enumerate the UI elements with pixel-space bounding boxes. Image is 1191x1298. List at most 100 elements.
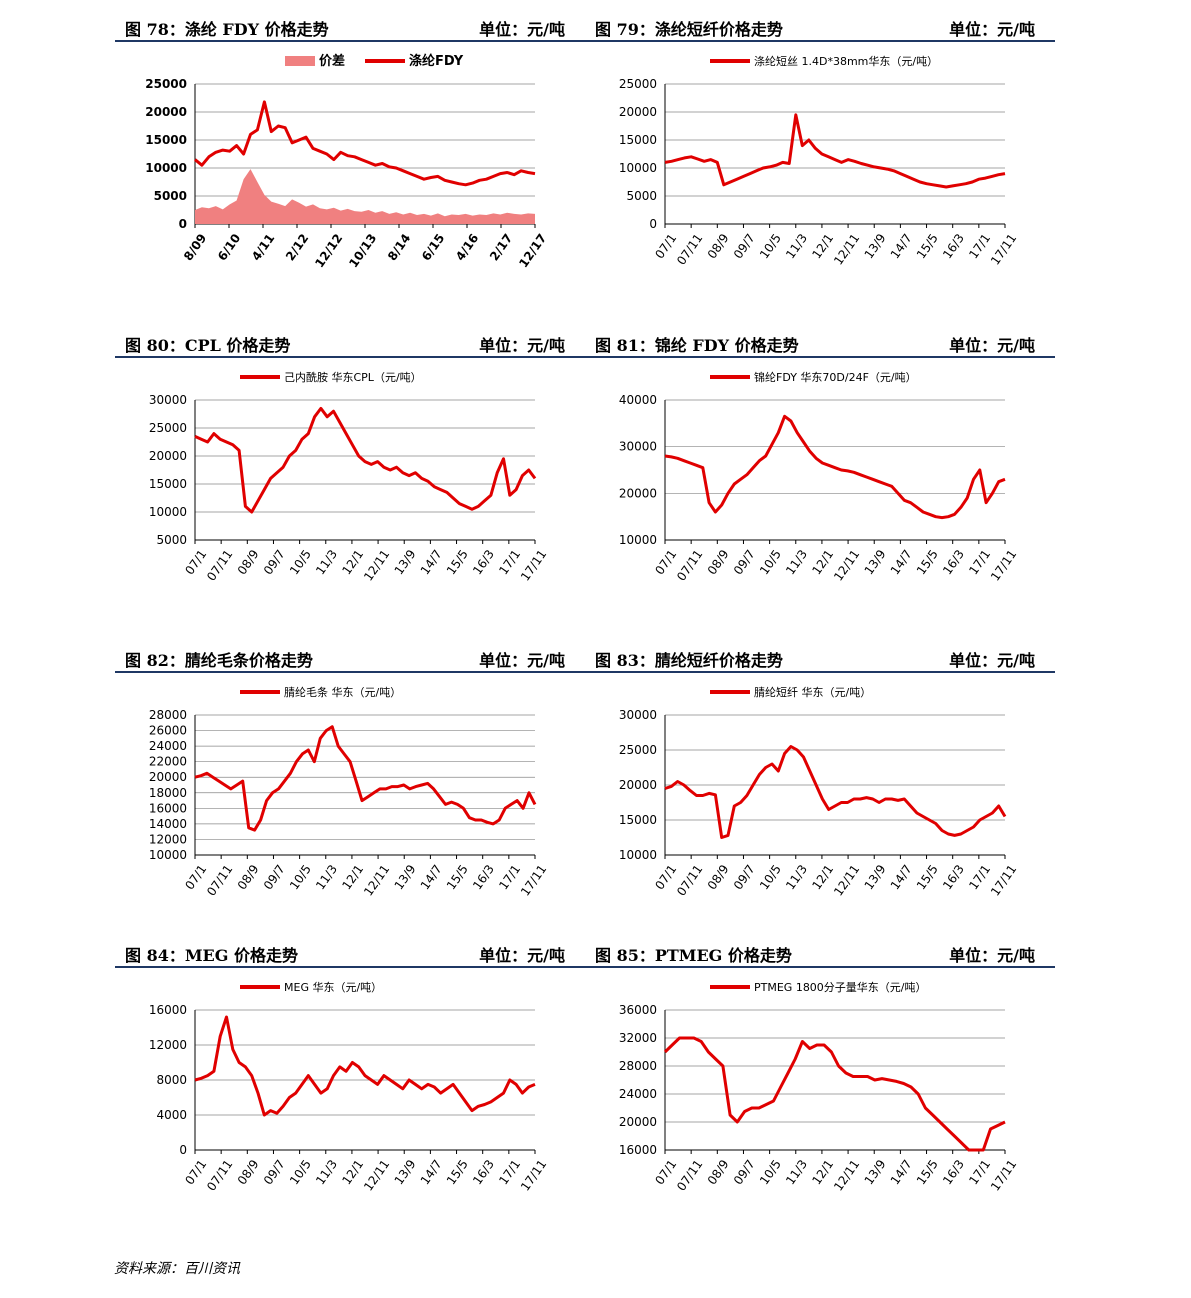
x-axis: 07/107/11 08/9 09/7 10/5 11/3 12/112/11 13/9 14…	[182, 540, 549, 584]
x-tick-label: 16/3	[470, 547, 497, 577]
series-area	[195, 169, 535, 224]
gridlines	[665, 399, 1005, 541]
chart-title: 图 78：涤纶 FDY 价格走势	[125, 20, 329, 39]
x-tick-label: 17/11	[988, 231, 1019, 267]
y-tick-label: 25000	[619, 77, 657, 91]
chart-fig85: PTMEG 1800分子量华东（元/吨） 16000 20000 24000 28000…	[619, 980, 1020, 1194]
chart-unit: 单位：元/吨	[479, 946, 565, 965]
x-tick-label: 13/9	[862, 862, 889, 892]
x-tick-label: 07/11	[674, 231, 705, 267]
series-group	[194, 406, 537, 514]
x-tick-label: 17/11	[988, 1157, 1019, 1193]
panel-header: 图 79：涤纶短纤价格走势 单位：元/吨	[585, 14, 1055, 42]
x-tick-label: 13/9	[392, 1157, 419, 1187]
x-tick-label: 11/3	[313, 547, 340, 577]
series-line	[664, 414, 1006, 520]
x-tick-label: 08/9	[235, 862, 262, 892]
legend-label: 价差	[319, 53, 345, 69]
legend-label: MEG 华东（元/吨）	[284, 980, 382, 994]
x-tick-label: 8/09	[181, 231, 209, 263]
x-tick-label: 16/3	[940, 862, 967, 892]
y-tick-label: 10000	[145, 161, 187, 175]
x-tick-label: 14/7	[888, 862, 915, 892]
x-tick-label: 12/11	[831, 231, 862, 267]
x-tick-label: 10/5	[757, 862, 784, 892]
x-tick-label: 11/3	[783, 547, 810, 577]
legend: 己内酰胺 华东CPL（元/吨）	[240, 370, 422, 384]
y-tick-label: 30000	[619, 440, 657, 454]
y-axis: 0 4000 8000 12000 16000	[149, 1003, 187, 1157]
y-tick-label: 0	[179, 217, 187, 231]
panel-header: 图 80：CPL 价格走势 单位：元/吨	[115, 330, 585, 358]
y-tick-label: 16000	[619, 1143, 657, 1157]
legend-label: 腈纶毛条 华东（元/吨）	[284, 685, 401, 699]
legend-label: 己内酰胺 华东CPL（元/吨）	[284, 370, 422, 384]
chart-fig83: 腈纶短纤 华东（元/吨） 10000 15000 20000 25000 30000 07/…	[619, 685, 1020, 899]
series-group	[194, 1015, 536, 1117]
x-tick-label: 17/11	[988, 547, 1019, 583]
x-tick-label: 12/11	[831, 547, 862, 583]
x-tick-label: 17/11	[518, 547, 549, 583]
legend: 涤纶短丝 1.4D*38mm华东（元/吨）	[710, 54, 938, 68]
y-axis: 0 5000 10000 15000 20000 25000	[619, 77, 657, 231]
chart-title: 图 83：腈纶短纤价格走势	[595, 651, 783, 670]
y-tick-label: 28000	[619, 1059, 657, 1073]
chart-fig81: 锦纶FDY 华东70D/24F（元/吨） 10000 20000 30000 40000…	[619, 370, 1020, 584]
series-line	[194, 406, 537, 514]
x-tick-label: 15/5	[914, 231, 941, 261]
y-tick-label: 20000	[619, 778, 657, 792]
legend-swatch	[285, 56, 315, 66]
chart-unit: 单位：元/吨	[949, 651, 1035, 670]
y-tick-label: 16000	[149, 1003, 187, 1017]
x-tick-label: 13/9	[392, 547, 419, 577]
x-tick-label: 09/7	[261, 1157, 288, 1187]
panel-fig82: 图 82：腈纶毛条价格走势 单位：元/吨 腈纶毛条 华东（元/吨） 10000 12…	[115, 645, 585, 945]
chart-title: 图 81：锦纶 FDY 价格走势	[595, 336, 799, 355]
series-line	[194, 725, 537, 832]
chart-unit: 单位：元/吨	[949, 336, 1035, 355]
x-tick-label: 6/15	[419, 231, 447, 263]
y-tick-label: 5000	[154, 189, 187, 203]
y-tick-label: 36000	[619, 1003, 657, 1017]
y-tick-label: 12000	[149, 1038, 187, 1052]
y-tick-label: 20000	[149, 449, 187, 463]
x-tick-label: 08/9	[705, 231, 732, 261]
panel-fig81: 图 81：锦纶 FDY 价格走势 单位：元/吨 锦纶FDY 华东70D/24F（…	[585, 330, 1055, 630]
y-tick-label: 10000	[149, 848, 187, 862]
x-tick-label: 10/5	[287, 862, 314, 892]
x-tick-label: 13/9	[862, 231, 889, 261]
x-tick-label: 13/9	[862, 1157, 889, 1187]
x-tick-label: 16/3	[940, 1157, 967, 1187]
x-tick-label: 07/11	[674, 1157, 705, 1193]
panel-fig83: 图 83：腈纶短纤价格走势 单位：元/吨 腈纶短纤 华东（元/吨） 10000 15…	[585, 645, 1055, 945]
x-tick-label: 08/9	[235, 1157, 262, 1187]
x-tick-label: 08/9	[705, 862, 732, 892]
legend-label: 涤纶短丝 1.4D*38mm华东（元/吨）	[754, 54, 938, 68]
x-tick-label: 8/14	[385, 231, 413, 263]
y-tick-label: 32000	[619, 1031, 657, 1045]
series-line	[663, 1036, 1006, 1152]
x-tick-label: 11/3	[783, 231, 810, 261]
panel-fig84: 图 84：MEG 价格走势 单位：元/吨 MEG 华东（元/吨） 0 4000 800…	[115, 940, 585, 1240]
x-tick-label: 14/7	[888, 1157, 915, 1187]
legend: 腈纶短纤 华东（元/吨）	[710, 685, 871, 699]
series-group	[664, 745, 1007, 839]
chart-title: 图 85：PTMEG 价格走势	[595, 946, 792, 965]
x-tick-label: 10/5	[757, 1157, 784, 1187]
y-tick-label: 24000	[149, 739, 187, 753]
y-tick-label: 26000	[149, 724, 187, 738]
x-tick-label: 14/7	[418, 1157, 445, 1187]
legend-label: 腈纶短纤 华东（元/吨）	[754, 685, 871, 699]
y-tick-label: 25000	[149, 421, 187, 435]
x-tick-label: 09/7	[731, 547, 758, 577]
x-tick-label: 12/11	[361, 862, 392, 898]
panel-header: 图 84：MEG 价格走势 单位：元/吨	[115, 940, 585, 968]
y-tick-label: 5000	[626, 189, 657, 203]
chart-title: 图 84：MEG 价格走势	[125, 946, 298, 965]
x-axis: 07/107/11 08/9 09/7 10/5 11/3 12/112/11 13/9 14…	[652, 855, 1019, 899]
x-tick-label: 09/7	[261, 547, 288, 577]
x-tick-label: 15/5	[444, 1157, 471, 1187]
series-line	[664, 113, 1006, 189]
y-tick-label: 28000	[149, 708, 187, 722]
